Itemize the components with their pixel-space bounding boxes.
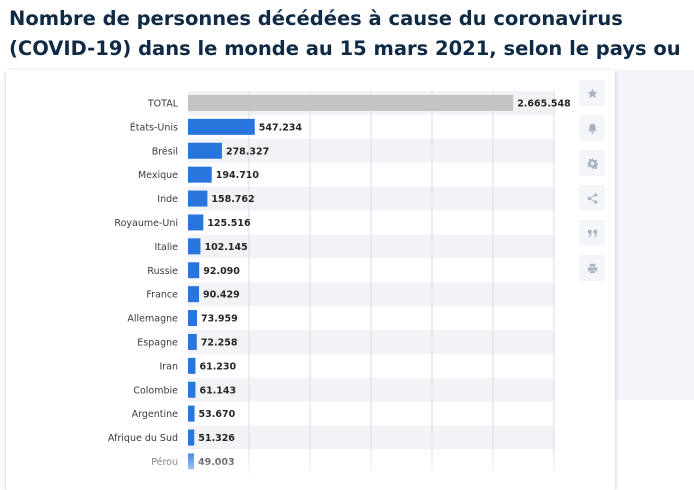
value-label: 92.090 [203, 266, 240, 277]
value-label: 194.710 [216, 170, 260, 181]
bell-icon [587, 123, 597, 134]
category-label: Afrique du Sud [108, 433, 178, 444]
settings-button[interactable] [579, 150, 605, 176]
value-label: 49.003 [198, 457, 235, 468]
share-icon [587, 192, 597, 204]
bar-5 [188, 214, 204, 231]
category-label: Brésil [152, 146, 178, 157]
bar-8 [188, 286, 200, 303]
category-label: Colombie [133, 385, 178, 396]
value-label: 102.145 [204, 242, 247, 253]
category-label: États-Unis [130, 121, 178, 133]
bar-12 [188, 381, 196, 398]
value-label: 53.670 [199, 409, 236, 420]
category-label: Mexique [138, 170, 178, 181]
category-label: Argentine [132, 409, 179, 420]
bar-13 [188, 405, 195, 422]
category-label: Royaume-Uni [114, 218, 178, 229]
bar-6 [188, 238, 201, 255]
category-label: Inde [157, 194, 178, 205]
category-label: Allemagne [127, 314, 178, 325]
category-label: Italie [155, 242, 179, 253]
chart-card: TOTAL 2.665.548 États-Unis 547.234 Brésil 278… [6, 70, 615, 490]
bar-2 [188, 142, 222, 159]
value-label: 61.143 [199, 385, 236, 396]
value-label: 51.326 [198, 433, 235, 444]
print-button[interactable] [579, 255, 605, 281]
category-label: Iran [159, 361, 178, 372]
notification-button[interactable] [579, 115, 605, 141]
bar-4 [188, 190, 208, 207]
bar-15 [188, 453, 194, 470]
favorite-button[interactable] [579, 80, 605, 106]
bar-1 [188, 118, 255, 135]
value-label: 125.516 [207, 218, 251, 229]
value-label: 61.230 [199, 361, 236, 372]
bar-10 [188, 333, 197, 350]
gear-icon [586, 157, 598, 169]
bar-7 [188, 262, 200, 279]
category-label: France [146, 290, 178, 301]
value-label: 2.665.548 [517, 98, 571, 109]
category-label: TOTAL [147, 98, 179, 109]
print-icon [587, 263, 597, 273]
chart-toolbar [579, 80, 605, 290]
value-label: 547.234 [259, 122, 303, 133]
value-label: 90.429 [203, 290, 240, 301]
value-label: 72.258 [201, 337, 238, 348]
value-label: 158.762 [211, 194, 254, 205]
value-label: 278.327 [226, 146, 269, 157]
category-label: Pérou [151, 457, 178, 468]
bar-14 [188, 429, 195, 446]
value-label: 73.959 [201, 314, 238, 325]
cite-button[interactable] [579, 220, 605, 246]
category-label: Espagne [137, 337, 178, 348]
category-label: Russie [147, 266, 178, 277]
star-icon [586, 87, 598, 98]
bar-chart: TOTAL 2.665.548 États-Unis 547.234 Brésil 278… [108, 91, 571, 474]
quote-icon [587, 229, 597, 237]
bar-9 [188, 310, 198, 327]
share-button[interactable] [579, 185, 605, 211]
bar-3 [188, 166, 212, 183]
bar-0 [188, 94, 514, 111]
bar-11 [188, 357, 196, 374]
side-panel-background [615, 70, 694, 400]
